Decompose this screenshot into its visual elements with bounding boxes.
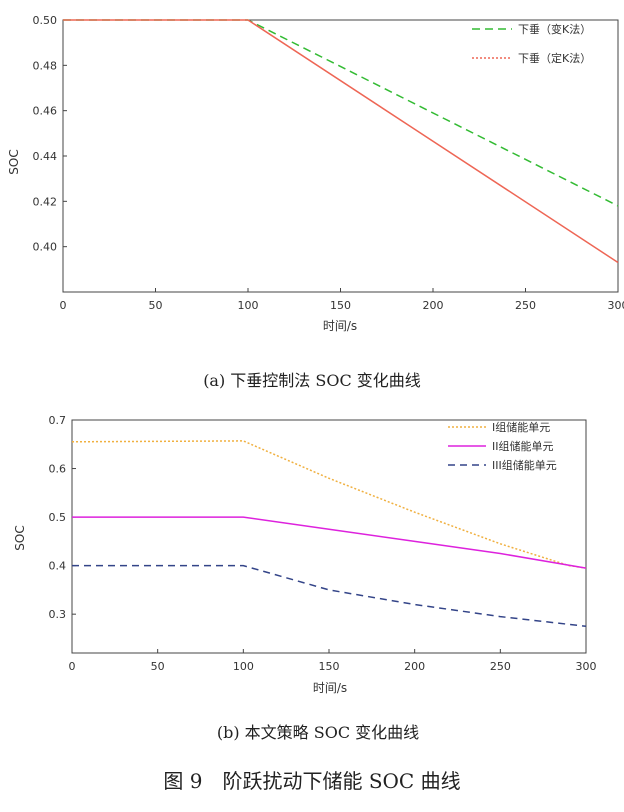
b-x-tick-label: 50 xyxy=(151,660,165,673)
chart-b-plot-frame xyxy=(71,419,587,654)
b-y-tick-label: 0.5 xyxy=(49,511,67,524)
a-x-tick-label: 250 xyxy=(515,299,536,312)
chart-a-legend-label-2: 下垂（定K法） xyxy=(518,51,591,65)
b-x-tick-label: 300 xyxy=(576,660,597,673)
b-x-tick-label: 250 xyxy=(490,660,511,673)
a-y-tick-label: 0.40 xyxy=(33,241,58,254)
b-x-tick-label: 0 xyxy=(69,660,76,673)
a-series-line-1 xyxy=(63,19,619,207)
chart-b-legend: I组储能单元 II组储能单元 III组储能单元 xyxy=(448,420,557,472)
chart-b-x-axis-label: 时间/s xyxy=(313,681,347,695)
a-y-tick-label: 0.42 xyxy=(33,195,58,208)
a-x-tick-label: 300 xyxy=(608,299,624,312)
chart-b: 0 50 100 150 200 250 300 0.3 0.4 0.5 0.6 0.7 时间/s S… xyxy=(13,414,597,742)
chart-a-legend-label-1: 下垂（变K法） xyxy=(518,22,591,36)
b-y-tick-label: 0.3 xyxy=(49,608,67,621)
chart-b-caption: (b) 本文策略 SOC 变化曲线 xyxy=(217,723,419,742)
a-y-tick-label: 0.46 xyxy=(33,105,58,118)
b-x-tick-label: 150 xyxy=(319,660,340,673)
a-x-tick-label: 50 xyxy=(149,299,163,312)
b-series-line-2 xyxy=(72,516,587,569)
a-x-tick-label: 100 xyxy=(238,299,259,312)
chart-a-caption: (a) 下垂控制法 SOC 变化曲线 xyxy=(203,371,421,390)
chart-b-legend-label-3: III组储能单元 xyxy=(492,458,557,472)
b-y-tick-label: 0.6 xyxy=(49,463,67,476)
a-x-tick-label: 0 xyxy=(60,299,67,312)
b-series-line-3 xyxy=(72,564,587,628)
a-y-tick-label: 0.48 xyxy=(33,59,58,72)
chart-b-y-axis-label: SOC xyxy=(13,525,27,550)
b-x-tick-label: 200 xyxy=(404,660,425,673)
b-x-tick-label: 100 xyxy=(233,660,254,673)
b-y-tick-label: 0.7 xyxy=(49,414,67,427)
chart-b-legend-label-2: II组储能单元 xyxy=(492,439,554,453)
a-y-tick-label: 0.44 xyxy=(33,150,58,163)
a-y-tick-label: 0.50 xyxy=(33,14,58,27)
chart-a: 0 50 100 150 200 250 300 0.40 0.42 0.44 0.46 0.48 0.… xyxy=(7,14,624,390)
chart-a-x-axis-label: 时间/s xyxy=(323,319,357,333)
b-y-tick-label: 0.4 xyxy=(49,560,67,573)
chart-b-legend-label-1: I组储能单元 xyxy=(492,420,550,434)
a-x-tick-label: 200 xyxy=(423,299,444,312)
a-x-tick-label: 150 xyxy=(330,299,351,312)
a-series-line-2 xyxy=(63,19,619,264)
figure-caption: 图 9 阶跃扰动下储能 SOC 曲线 xyxy=(163,769,460,793)
chart-a-legend: 下垂（变K法） 下垂（定K法） xyxy=(472,22,591,65)
chart-a-y-axis-label: SOC xyxy=(7,149,21,174)
